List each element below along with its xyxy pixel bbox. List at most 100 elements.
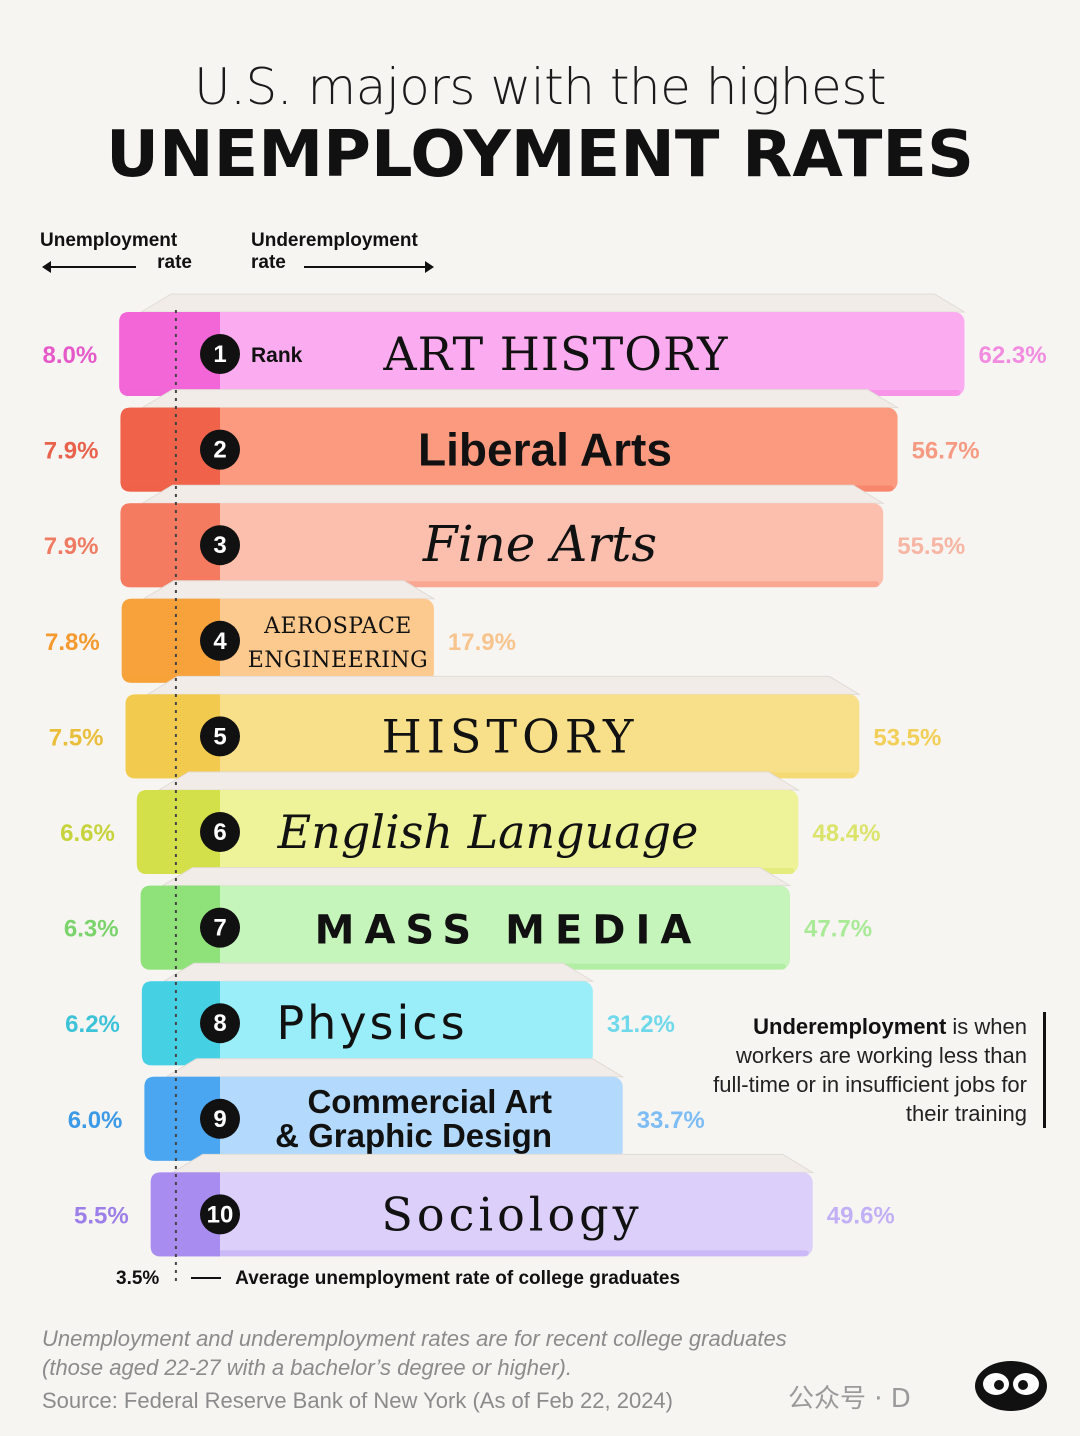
average-value: 3.5% [116,1268,160,1289]
note-text: is when workers are working less than fu… [713,1014,1027,1126]
underemployment-arrow [304,261,434,273]
book-5-pages [145,675,862,695]
rank-badge-9 [200,1098,240,1139]
underemployment-bar-10 [150,1172,813,1257]
unemployment-value-7: 6.3% [64,916,119,943]
underemployment-value-8: 31.2% [607,1011,675,1038]
unemployment-bar-8 [141,981,220,1066]
unemployment-axis-label-line1: Unemployment [40,230,178,251]
unemployment-arrow [42,261,136,273]
logo-icon [975,1361,1047,1411]
underemployment-value-7: 47.7% [804,916,872,943]
unemployment-value-4: 7.8% [45,629,100,656]
footnote: Unemployment and underemployment rates a… [42,1326,787,1380]
unemployment-bar-2 [120,407,220,492]
underemployment-value-9: 33.7% [637,1107,705,1134]
category-label-5: HISTORY [382,709,639,763]
book-9-pages [164,1058,625,1078]
unemployment-axis-label: Unemployment rate [40,230,192,274]
category-label-9-line1: Commercial Art [307,1083,552,1120]
rank-badge-10 [200,1194,240,1235]
underemployment-bar-3 [120,503,884,588]
rank-number-2: 2 [213,437,226,464]
category-label-4-line2: ENGINEERING [248,648,429,673]
rank-number-6: 6 [213,819,226,846]
unemployment-value-3: 7.9% [44,533,99,560]
unemployment-value-9: 6.0% [68,1107,123,1134]
unemployment-bar-9 [144,1076,220,1161]
rank-number-3: 3 [213,532,226,559]
underemployment-bar-2 [120,407,898,492]
rank-number-5: 5 [213,723,226,750]
rank-badge-5 [200,716,240,757]
unemployment-axis-label-line2: rate [157,252,192,273]
category-label-7: MASS MEDIA [315,908,702,954]
book-1-pages [139,293,967,313]
book-6-pages [157,771,801,791]
rank-label: Rank [251,344,303,367]
underemployment-value-1: 62.3% [978,342,1046,369]
underemployment-axis-label: Underemployment rate [251,230,451,274]
rank-number-1: 1 [213,341,226,368]
underemployment-bar-6 [136,790,799,874]
unemployment-value-2: 7.9% [44,438,99,465]
rank-badge-2 [200,429,240,470]
unemployment-value-1: 8.0% [42,342,97,369]
book-10-shadow [154,1250,809,1257]
book-4-pages [141,580,436,600]
underemployment-value-6: 48.4% [812,820,880,847]
underemployment-bar-5 [125,694,860,779]
unemployment-bar-6 [136,790,220,874]
source-line: Source: Federal Reserve Bank of New York… [42,1388,673,1413]
watermark-text: 公众号 · D [788,1384,911,1414]
unemployment-value-10: 5.5% [74,1202,129,1229]
unemployment-bar-7 [140,885,220,970]
rank-number-4: 4 [213,628,227,655]
category-label-3: Fine Arts [422,515,657,573]
book-10-pages [170,1153,815,1173]
average-reference-label: 3.5% Average unemployment rate of colleg… [116,1268,680,1290]
rank-badge-7 [200,907,240,948]
category-label-2: Liberal Arts [418,424,672,476]
book-7-pages [160,867,792,887]
rank-number-9: 9 [213,1106,226,1133]
unemployment-value-8: 6.2% [65,1011,120,1038]
category-label-1: ART HISTORY [382,327,728,381]
unemployment-bar-1 [119,312,220,396]
rank-badge-4 [200,620,240,661]
underemployment-value-10: 49.6% [827,1202,895,1229]
underemployment-value-4: 17.9% [448,629,516,656]
rank-badge-6 [200,812,240,852]
rank-number-8: 8 [213,1010,226,1037]
underemployment-bar-1 [119,312,965,396]
chart-title-line1: U.S. majors with the highest [194,58,886,116]
underemployment-value-3: 55.5% [897,533,965,560]
underemployment-bar-8 [141,981,593,1066]
chart-title-main: UNEMPLOYMENT RATES [105,118,975,192]
unemployment-bar-4 [121,598,220,683]
category-label-8: Physics [276,996,467,1050]
average-arrow [190,1277,221,1279]
rank-badge-8 [200,1003,240,1044]
unemployment-bar-5 [125,694,220,779]
underemployment-axis-label-line2: rate [251,252,286,273]
note-bold-term: Underemployment [753,1014,947,1039]
book-2-pages [140,389,900,409]
unemployment-value-5: 7.5% [49,724,104,751]
underemployment-note: Underemployment is when workers are work… [706,1012,1046,1128]
underemployment-value-2: 56.7% [912,438,980,465]
unemployment-value-6: 6.6% [60,820,115,847]
book-3-pages [140,484,886,504]
underemployment-bar-7 [140,885,791,970]
average-text: Average unemployment rate of college gra… [235,1268,681,1289]
book-bar-chart: 1 8.0% 62.3% ART HISTORY 2 7.9% 56.7% Liberal A… [42,293,1047,1286]
underemployment-value-5: 53.5% [873,724,941,751]
category-label-10: Sociology [381,1187,642,1241]
category-label-4-line1: AEROSPACE [263,614,412,639]
unemployment-bar-10 [150,1172,220,1257]
underemployment-bar-9 [144,1076,623,1161]
rank-number-10: 10 [207,1201,234,1228]
category-label-9-line2: & Graphic Design [275,1117,552,1154]
book-8-pages [162,962,595,982]
rank-badge-3 [200,525,240,566]
